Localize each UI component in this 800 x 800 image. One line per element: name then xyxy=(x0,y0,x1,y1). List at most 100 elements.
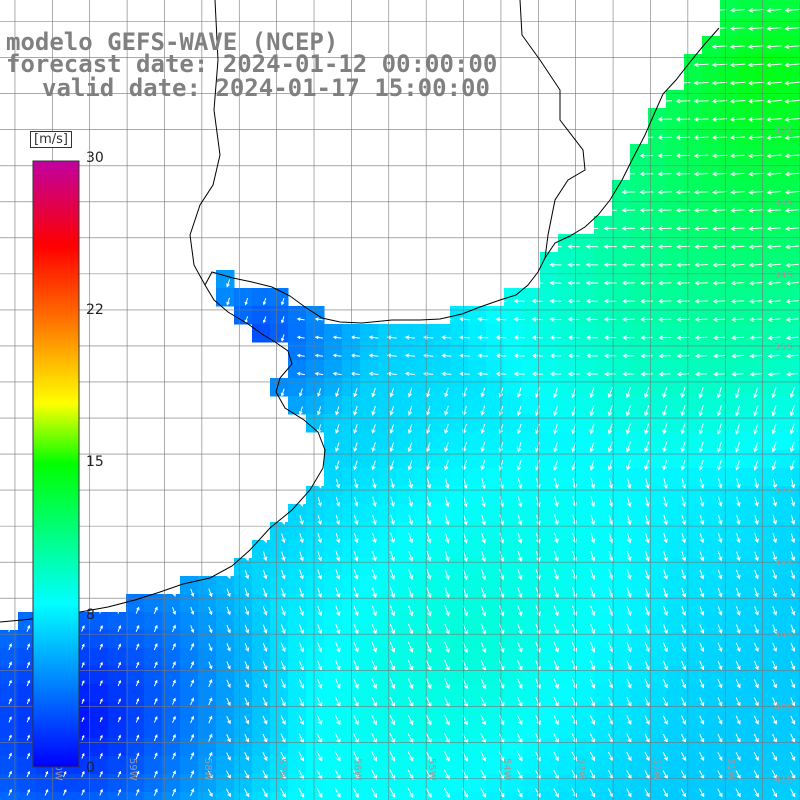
border-line xyxy=(519,0,586,259)
wind-arrow xyxy=(766,208,782,213)
wind-arrow xyxy=(498,788,505,798)
wind-speed-cell xyxy=(756,558,775,577)
wind-speed-cell xyxy=(774,576,793,595)
wind-arrow xyxy=(772,697,777,707)
wind-arrow xyxy=(767,299,781,304)
wind-arrow xyxy=(207,770,213,779)
wind-speed-cell xyxy=(450,378,469,397)
wind-arrow xyxy=(625,405,631,417)
wind-arrow xyxy=(99,625,103,632)
wind-arrow xyxy=(335,424,340,434)
wind-speed-cell xyxy=(378,756,397,775)
wind-arrow xyxy=(789,386,795,399)
wind-speed-cell xyxy=(180,756,199,775)
wind-arrow xyxy=(694,353,708,359)
wind-speed-cell xyxy=(558,414,577,433)
wind-arrow xyxy=(280,297,285,306)
wind-arrow xyxy=(549,353,562,359)
wind-speed-cell xyxy=(432,450,451,469)
wind-speed-cell xyxy=(720,576,739,595)
wind-arrow xyxy=(172,733,176,742)
wind-speed-cell xyxy=(270,702,289,721)
wind-arrow xyxy=(680,405,686,417)
wind-arrow xyxy=(190,679,195,687)
wind-arrow xyxy=(117,734,121,741)
wind-speed-cell xyxy=(558,684,577,703)
wind-arrow xyxy=(549,316,562,322)
wind-arrow xyxy=(407,678,414,690)
wind-speed-cell xyxy=(288,684,307,703)
lat-label: 32S xyxy=(774,126,793,137)
wind-arrow xyxy=(372,532,377,544)
wind-speed-cell xyxy=(126,792,145,800)
wind-speed-cell xyxy=(666,378,685,397)
wind-speed-cell xyxy=(630,306,649,325)
wind-speed-cell xyxy=(720,324,739,343)
wind-speed-cell xyxy=(486,540,505,559)
wind-arrow xyxy=(657,135,672,140)
wind-speed-cell xyxy=(684,324,703,343)
wind-arrow xyxy=(208,661,213,670)
wind-speed-cell xyxy=(144,666,163,685)
wind-arrow xyxy=(607,386,613,399)
wind-speed-cell xyxy=(216,684,235,703)
wind-arrow xyxy=(716,405,722,417)
wind-speed-cell xyxy=(378,684,397,703)
wind-speed-cell xyxy=(144,720,163,739)
wind-speed-cell xyxy=(684,216,703,235)
wind-arrow xyxy=(371,769,377,780)
wind-speed-cell xyxy=(558,594,577,613)
wind-arrow xyxy=(368,353,379,358)
wind-arrow xyxy=(717,697,723,707)
wind-arrow xyxy=(785,335,799,341)
wind-arrow xyxy=(754,478,759,489)
wind-speed-cell xyxy=(684,648,703,667)
wind-speed-cell xyxy=(324,522,343,541)
wind-arrow xyxy=(480,714,487,726)
lat-label: 41S xyxy=(774,774,793,785)
wind-arrow xyxy=(693,207,709,213)
wind-speed-cell xyxy=(720,216,739,235)
wind-speed-cell xyxy=(486,306,505,325)
wind-arrow xyxy=(608,496,614,508)
wind-speed-cell xyxy=(414,684,433,703)
lon-label: 56W xyxy=(351,758,362,781)
wind-speed-cell xyxy=(792,198,800,217)
wind-speed-cell xyxy=(684,792,703,800)
wind-arrow xyxy=(335,460,340,471)
wind-arrow xyxy=(754,624,759,634)
wind-speed-cell xyxy=(522,306,541,325)
wind-arrow xyxy=(694,317,708,322)
wind-arrow xyxy=(531,280,544,286)
wind-speed-cell xyxy=(252,720,271,739)
wind-speed-cell xyxy=(324,576,343,595)
colorbar-unit: [m/s] xyxy=(30,131,72,148)
wind-arrow xyxy=(785,299,799,304)
wind-arrow xyxy=(644,678,650,689)
lon-label: 53W xyxy=(576,758,587,781)
wind-speed-cell xyxy=(306,630,325,649)
wind-speed-cell xyxy=(126,648,145,667)
wind-speed-cell xyxy=(234,594,253,613)
wind-arrow xyxy=(517,605,523,617)
wind-speed-cell xyxy=(54,792,73,800)
wind-speed-cell xyxy=(252,630,271,649)
wind-speed-cell xyxy=(522,324,541,343)
wind-arrow xyxy=(516,714,523,726)
wind-speed-cell xyxy=(360,414,379,433)
wind-speed-cell xyxy=(648,630,667,649)
wind-speed-cell xyxy=(756,198,775,217)
wind-arrow xyxy=(480,405,486,417)
wind-arrow xyxy=(658,298,672,304)
wind-speed-cell xyxy=(522,792,541,800)
wind-arrow xyxy=(772,660,777,671)
wind-speed-cell xyxy=(378,342,397,361)
wind-arrow xyxy=(426,496,432,508)
wind-arrow xyxy=(553,441,558,453)
wind-arrow xyxy=(135,624,140,632)
wind-arrow xyxy=(444,387,449,398)
wind-arrow xyxy=(26,679,30,687)
wind-speed-cell xyxy=(684,756,703,775)
wind-speed-cell xyxy=(756,18,775,37)
wind-arrow xyxy=(771,423,777,435)
